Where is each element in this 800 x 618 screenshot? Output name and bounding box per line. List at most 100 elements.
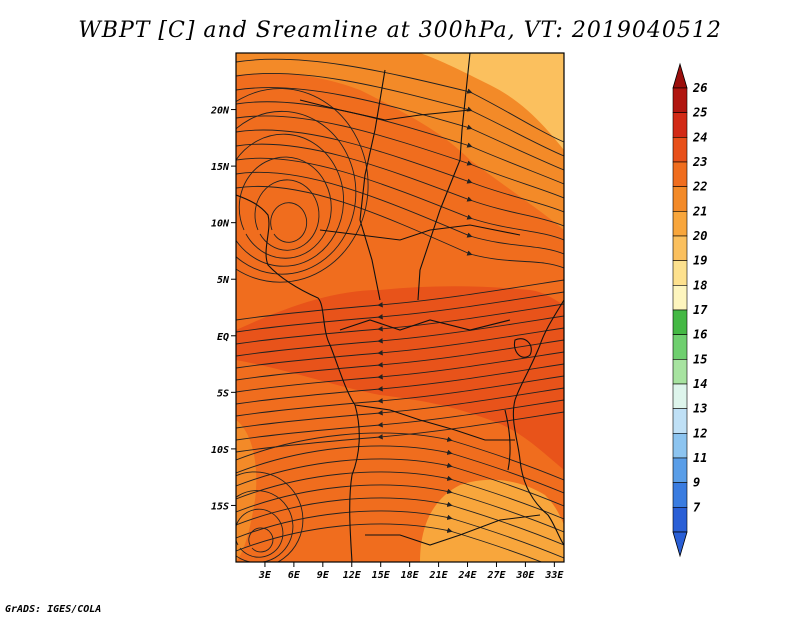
colorbar-label: 18 (693, 278, 707, 292)
field-band-20 (420, 53, 564, 150)
east-africa-coast (512, 299, 564, 546)
border-5 (339, 319, 511, 331)
x-tick-label: 3E (258, 570, 272, 581)
streamline (236, 291, 564, 333)
colorbar-label: 12 (693, 426, 707, 440)
x-tick-label: 12E (343, 570, 362, 581)
border-4 (319, 224, 521, 241)
colorbar-label: 25 (692, 106, 707, 120)
x-tick-label: 18E (401, 570, 420, 581)
streamline (236, 339, 564, 381)
colorbar-segment (672, 507, 688, 533)
colorbar-label: 23 (692, 155, 707, 169)
colorbar-label: 15 (693, 352, 707, 366)
field-band-21 (236, 53, 564, 230)
y-tick-label: 10N (211, 219, 230, 230)
y-tick-label: EQ (217, 332, 229, 343)
streamline (236, 363, 564, 405)
y-axis: 20N 15N 10N 5N EQ 5S 10S 15S (210, 106, 236, 512)
streamline (236, 315, 564, 357)
colorbar-label: 19 (693, 254, 707, 268)
chart-title: WBPT [C] and Sreamline at 300hPa, VT: 20… (78, 18, 722, 43)
colorbar-segment (672, 408, 688, 434)
footer-credit: GrADS: IGES/COLA (5, 604, 102, 615)
streamline (236, 133, 344, 267)
streamline (236, 303, 564, 345)
x-tick-label: 33E (544, 570, 564, 581)
x-tick-label: 6E (288, 570, 301, 581)
streamline (236, 171, 564, 255)
streamline (236, 375, 564, 417)
colorbar-label: 16 (693, 328, 707, 342)
y-tick-label: 5N (217, 275, 230, 286)
streamline (254, 179, 320, 251)
y-tick-label: 20N (210, 106, 230, 117)
y-tick-label: 15N (211, 162, 230, 173)
streamline (236, 484, 564, 533)
x-axis: 3E 6E 9E 12E 15E 18E 21E 24E 27E 30E 33E (258, 562, 564, 581)
colorbar-label: 13 (693, 402, 707, 416)
x-tick-label: 24E (457, 570, 477, 581)
colorbar-label: 21 (692, 204, 707, 218)
streamline (236, 101, 564, 185)
colorbar-segment (672, 309, 688, 335)
streamline (236, 72, 564, 157)
streamline (236, 185, 564, 269)
streamline (236, 490, 294, 562)
x-tick-label: 21E (429, 570, 449, 581)
field-band-21 (420, 479, 564, 562)
streamline (236, 143, 564, 227)
streamline (236, 157, 564, 241)
streamline (236, 399, 564, 441)
streamline (236, 279, 564, 321)
colorbar-label: 14 (693, 377, 707, 391)
colorbar-segment (672, 161, 688, 187)
streamline (236, 523, 543, 562)
x-tick-label: 9E (317, 570, 330, 581)
streamline (236, 508, 284, 558)
wbpt-color-field (236, 53, 564, 562)
colorbar-label: 22 (692, 180, 707, 194)
streamline (236, 471, 564, 520)
colorbar-label: 20 (692, 229, 707, 243)
coastlines-borders (236, 53, 564, 562)
y-tick-label: 5S (217, 388, 229, 399)
colorbar-segment (672, 482, 688, 508)
streamline (236, 458, 564, 507)
lake-tanganyika (504, 409, 511, 471)
colorbar-segment (672, 457, 688, 483)
colorbar-segment (672, 211, 688, 237)
x-tick-label: 27E (486, 570, 506, 581)
colorbar: 26 25 24 23 22 21 20 19 18 17 16 15 14 13 12 11 9 7 (672, 62, 708, 558)
streamline (236, 87, 564, 171)
colorbar-segment (672, 359, 688, 385)
colorbar-label: 17 (693, 303, 708, 317)
border-1 (359, 69, 386, 301)
streamline (236, 497, 564, 546)
y-tick-label: 10S (211, 445, 229, 456)
colorbar-segment (672, 87, 688, 113)
x-tick-label: 15E (372, 570, 391, 581)
colorbar-segment (672, 186, 688, 212)
colorbar-segment (672, 260, 688, 286)
colorbar-segment (672, 137, 688, 163)
colorbar-label: 24 (692, 130, 707, 144)
streamlines (236, 58, 564, 562)
border-7 (365, 514, 541, 546)
lake-victoria (513, 338, 532, 358)
streamline (236, 510, 564, 559)
field-band-24 (236, 286, 564, 470)
map-frame (235, 52, 565, 563)
streamline (236, 471, 304, 562)
streamline (236, 327, 564, 369)
colorbar-label: 26 (692, 81, 707, 95)
colorbar-segment (672, 235, 688, 261)
colorbar-segment (672, 433, 688, 459)
border-6 (354, 404, 515, 441)
border-3 (299, 99, 471, 121)
colorbar-bottom-arrow (672, 531, 688, 558)
streamline (236, 88, 369, 283)
streamline (236, 432, 564, 481)
colorbar-segment (672, 285, 688, 311)
